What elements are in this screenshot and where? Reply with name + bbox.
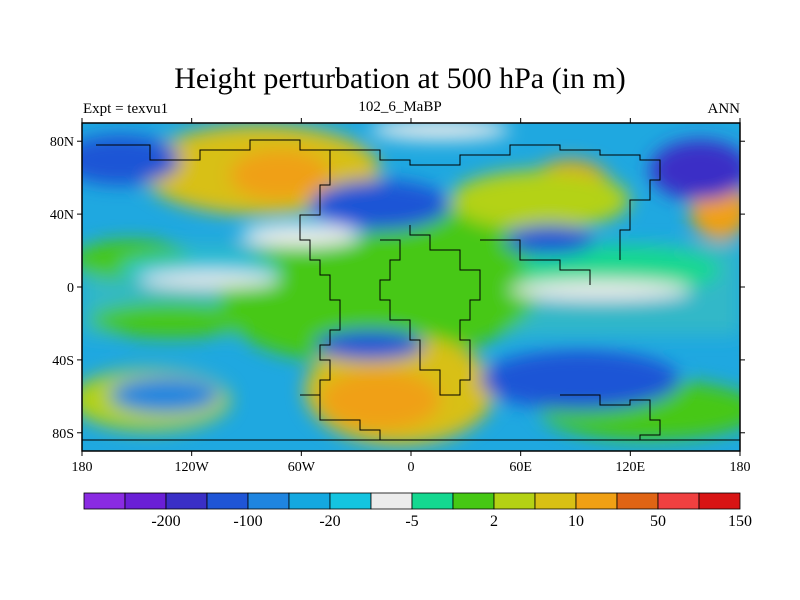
continent-outlines — [82, 139, 740, 441]
lon-tick-label: 60W — [288, 460, 316, 475]
colorbar-swatch — [575, 492, 618, 510]
lon-tick-label: 120E — [616, 460, 646, 475]
lon-tick-label: 180 — [72, 460, 93, 475]
height-field — [82, 123, 740, 451]
colorbar-label: -200 — [151, 513, 180, 530]
colorbar-swatch — [370, 492, 413, 510]
lon-tick-label: 0 — [408, 460, 415, 475]
lat-tick-label: 80S — [52, 427, 74, 442]
colorbar-swatch — [657, 492, 700, 510]
colorbar-swatch — [329, 492, 372, 510]
colorbar-swatch — [124, 492, 167, 510]
colorbar-swatch — [493, 492, 536, 510]
lat-tick-label: 0 — [67, 281, 74, 296]
colorbar-label: 2 — [490, 513, 498, 530]
colorbar-label: -20 — [319, 513, 340, 530]
period-label: 102_6_MaBP — [358, 99, 442, 115]
colorbar-label: 10 — [568, 513, 584, 530]
lon-tick-label: 120W — [175, 460, 210, 475]
lat-tick-label: 40S — [52, 354, 74, 369]
colorbar-swatch — [698, 492, 741, 510]
longitude-axis: 180 120W 60W 0 60E 120E 180 — [72, 118, 751, 475]
season-label: ANN — [707, 101, 741, 117]
colorbar-swatch — [206, 492, 249, 510]
latitude-axis: 80N 40N 0 40S 80S — [50, 135, 745, 442]
colorbar-swatch — [411, 492, 454, 510]
colorbar: -200 -100 -20 -5 2 10 50 150 — [83, 492, 752, 530]
colorbar-swatch — [534, 492, 577, 510]
colorbar-swatch — [165, 492, 208, 510]
lat-tick-label: 80N — [50, 135, 74, 150]
colorbar-label: 50 — [650, 513, 666, 530]
plot-title: Height perturbation at 500 hPa (in m) — [174, 62, 626, 95]
colorbar-label: -5 — [405, 513, 418, 530]
experiment-label: Expt = texvu1 — [83, 101, 169, 117]
lon-tick-label: 180 — [730, 460, 751, 475]
colorbar-swatch — [452, 492, 495, 510]
colorbar-label: -100 — [233, 513, 262, 530]
colorbar-swatch — [247, 492, 290, 510]
lon-tick-label: 60E — [509, 460, 532, 475]
colorbar-swatch — [83, 492, 126, 510]
lat-tick-label: 40N — [50, 208, 74, 223]
colorbar-swatch — [616, 492, 659, 510]
colorbar-swatch — [288, 492, 331, 510]
colorbar-label: 150 — [728, 513, 752, 530]
